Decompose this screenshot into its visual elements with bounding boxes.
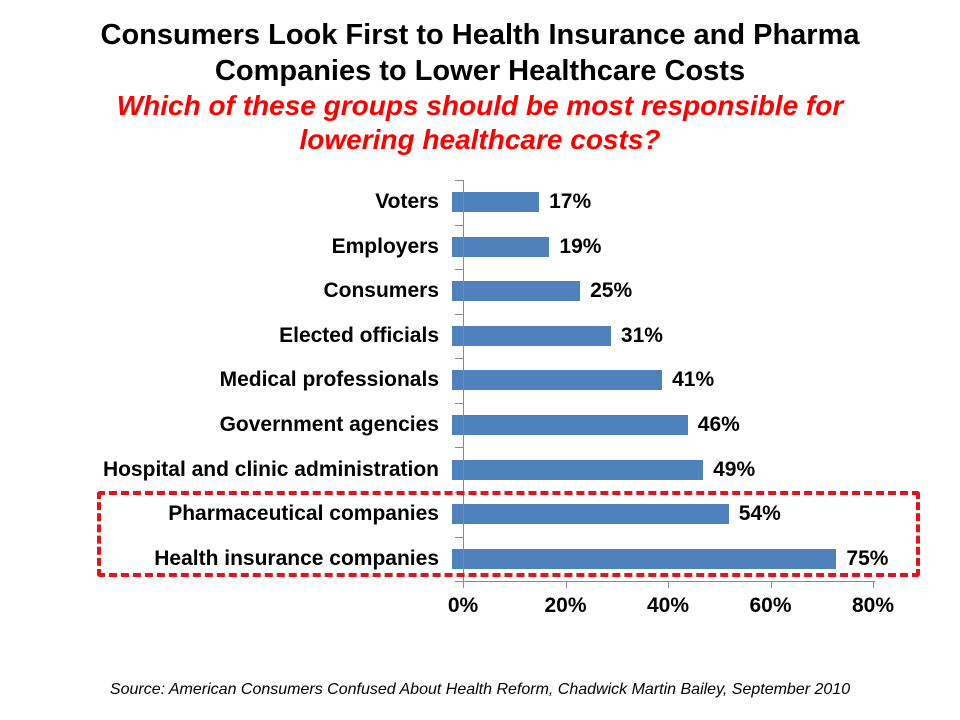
bar-area: 46% [451,403,960,448]
y-axis-tick [455,447,463,449]
y-axis-tick [455,224,463,226]
page-title-line-2: Companies to Lower Healthcare Costs [214,55,746,87]
y-axis-tick [455,313,463,315]
chart-row-elected-officials: Elected officials 31% [0,314,960,359]
x-axis-tick [873,581,874,588]
x-tick-label-60: 60% [749,594,792,617]
chart-row-health-insurance-companies: Health insurance companies 75% [0,536,960,581]
chart-row-hospital-administration: Hospital and clinic administration 49% [0,447,960,492]
chart-row-voters: Voters 17% [0,180,960,225]
x-tick-label-20: 20% [544,594,587,617]
chart-row-consumers: Consumers 25% [0,269,960,314]
category-label: Medical professionals [219,368,439,392]
x-axis-line [463,581,875,582]
category-label: Hospital and clinic administration [102,457,439,481]
bar-area: 75% [451,536,960,581]
subtitle-line-2: lowering healthcare costs? [299,124,661,155]
category-label: Government agencies [219,413,439,437]
value-label: 19% [559,234,602,258]
chart-row-pharmaceutical-companies: Pharmaceutical companies 54% [0,492,960,537]
bar [452,325,611,346]
x-tick-label-80: 80% [851,594,895,617]
x-axis-tick [565,581,567,588]
value-label: 31% [620,323,663,347]
category-label: Employers [331,234,439,258]
bar [452,459,704,480]
y-axis-line [463,180,464,581]
x-tick-label-40: 40% [646,594,690,617]
y-axis-tick [455,358,463,360]
chart-row-employers: Employers 19% [0,225,960,270]
bar [452,504,729,525]
chart-row-government-agencies: Government agencies 46% [0,403,960,448]
chart-row-medical-professionals: Medical professionals 41% [0,358,960,403]
value-label: 54% [738,502,781,526]
x-axis-tick [463,581,464,588]
y-axis-tick [455,402,463,404]
bar-area: 19% [451,225,960,270]
bar-area: 41% [451,358,960,403]
value-label: 75% [846,546,889,570]
x-tick-label-0: 0% [447,594,479,617]
y-axis-tick [455,491,463,493]
value-label: 17% [549,190,592,214]
y-axis-tick [455,536,463,538]
y-axis-tick [455,269,463,271]
title-block: Consumers Look First to Health Insurance… [0,17,960,157]
bar-area: 17% [451,180,960,225]
y-axis-tick [455,581,463,582]
x-axis-tick [668,581,669,588]
bar-area: 31% [451,314,960,359]
bar-area: 54% [451,492,960,537]
subtitle-line-1: Which of these groups should be most res… [116,90,844,121]
category-label: Health insurance companies [154,546,439,570]
value-label: 41% [672,368,715,392]
source-citation: Source: American Consumers Confused Abou… [109,681,851,698]
bar [452,370,663,391]
page-title-line-1: Consumers Look First to Health Insurance… [100,19,860,51]
bar [452,192,540,213]
bar [452,236,550,257]
category-label: Pharmaceutical companies [168,502,439,526]
bar-area: 25% [451,269,960,314]
value-label: 25% [590,279,633,303]
x-axis-tick [770,581,772,588]
category-label: Voters [375,190,439,214]
value-label: 49% [713,457,756,481]
bar [452,415,688,436]
bar-area: 49% [451,447,960,492]
category-label: Elected officials [279,323,439,347]
bar [452,548,837,569]
value-label: 46% [697,413,740,437]
y-axis-tick [455,180,463,181]
bar-chart: Voters 17% Employers 19% Consumers 25% E… [0,180,960,581]
bar [452,281,581,302]
category-label: Consumers [323,279,439,303]
